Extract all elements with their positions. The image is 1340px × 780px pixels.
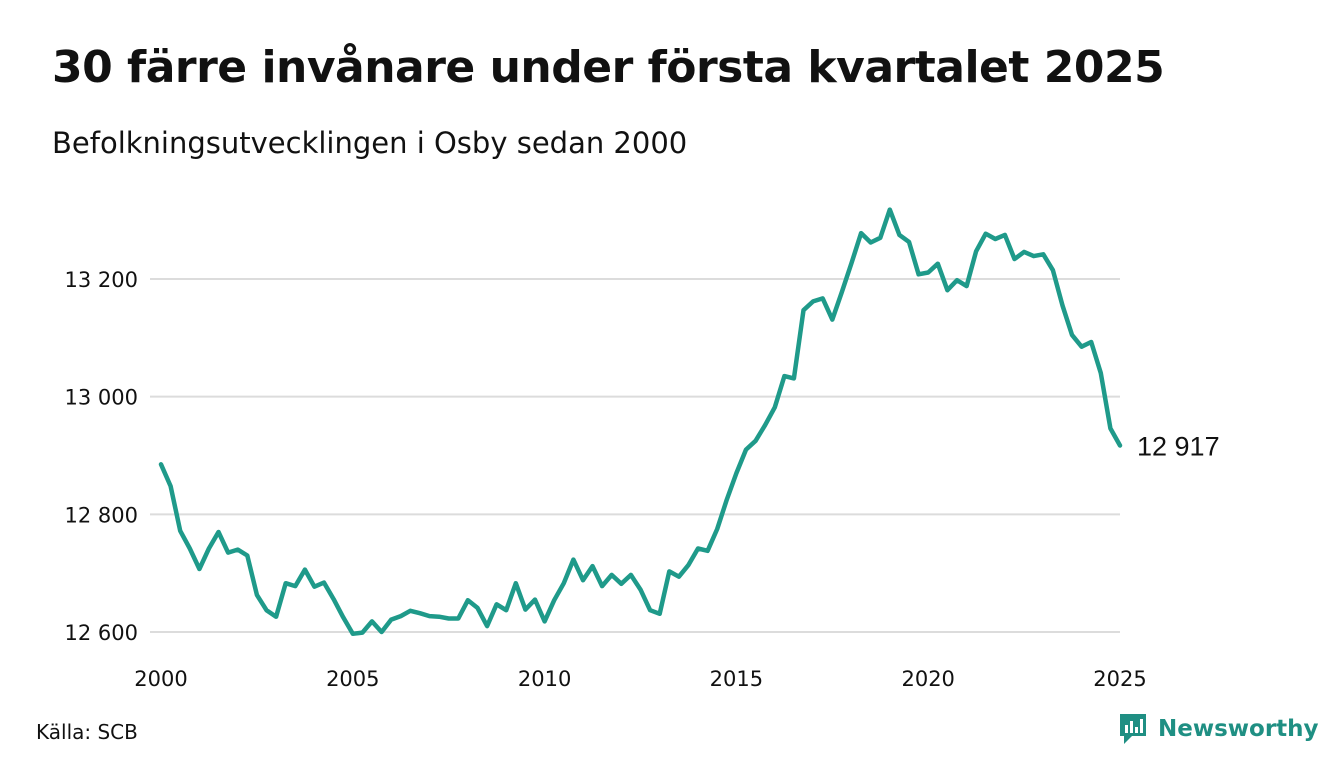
newsworthy-logo-icon [1120,714,1146,744]
series-line [158,207,1123,637]
x-tick-label: 2015 [710,667,763,691]
chart-subtitle: Befolkningsutvecklingen i Osby sedan 200… [52,126,688,160]
x-axis: 2000 2005 2010 2015 2020 2025 [134,667,1146,691]
y-tick-label: 12 600 [65,621,138,645]
y-axis: 12 600 12 800 13 000 13 200 [65,268,138,645]
brand-logo[interactable]: Newsworthy [1118,712,1319,746]
chart-title: 30 färre invånare under första kvartalet… [52,42,1165,93]
x-tick-label: 2000 [134,667,187,691]
y-tick-label: 13 000 [65,386,138,410]
y-tick-label: 13 200 [65,268,138,292]
source-note: Källa: SCB [36,720,138,744]
end-value-label: 12 917 [1137,431,1220,461]
x-tick-label: 2005 [326,667,379,691]
x-tick-label: 2020 [901,667,954,691]
y-tick-label: 12 800 [65,503,138,527]
brand-name: Newsworthy [1158,716,1319,742]
x-tick-label: 2025 [1093,667,1146,691]
x-tick-label: 2010 [518,667,571,691]
